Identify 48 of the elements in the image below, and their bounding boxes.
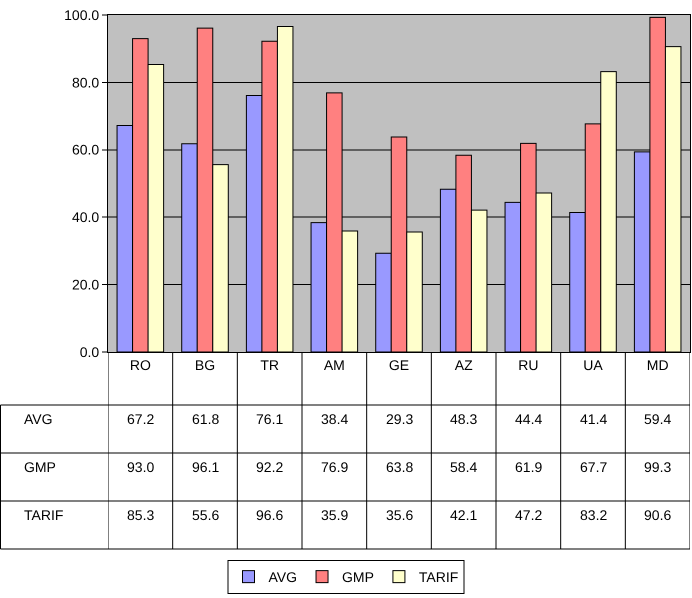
x-tick-label: GE xyxy=(388,356,410,373)
data-label: 99.3 xyxy=(644,459,672,475)
x-tick-label: AM xyxy=(324,356,345,373)
y-tick-label: 80.0 xyxy=(72,74,100,90)
text: TARIF xyxy=(24,507,64,523)
x-tick-label: BG xyxy=(194,356,216,373)
data-label: 63.8 xyxy=(386,459,414,475)
data-label: 48.3 xyxy=(450,411,478,427)
legend-label: AVG xyxy=(268,569,298,586)
x-tick-label: RU xyxy=(518,356,538,373)
data-label: 76.9 xyxy=(321,459,348,475)
data-label: 61.9 xyxy=(515,459,542,475)
data-label: 44.4 xyxy=(515,411,542,427)
data-label: 67.7 xyxy=(580,459,608,475)
data-label: 38.4 xyxy=(321,411,348,427)
data-label: 90.6 xyxy=(644,507,672,523)
data-label: 29.3 xyxy=(386,411,414,427)
y-tick-label: 60.0 xyxy=(72,142,100,158)
x-tick-label: RO xyxy=(130,356,151,373)
data-label: 55.6 xyxy=(192,507,220,523)
text: AVG xyxy=(24,411,53,427)
data-label: 35.6 xyxy=(386,507,414,523)
y-tick-label: 100.0 xyxy=(64,6,100,23)
data-label: 47.2 xyxy=(515,507,542,523)
data-label: 42.1 xyxy=(450,507,478,523)
x-tick-label: AZ xyxy=(454,356,474,373)
data-label: 59.4 xyxy=(644,411,672,427)
x-tick-label: TR xyxy=(260,356,280,373)
y-tick-label: 20.0 xyxy=(72,276,100,292)
data-label: 83.2 xyxy=(580,507,608,523)
x-tick-label: MD xyxy=(646,356,669,373)
data-label: 35.9 xyxy=(321,507,348,523)
data-label: 76.1 xyxy=(256,411,284,427)
data-label: 93.0 xyxy=(127,459,154,475)
data-label: 61.8 xyxy=(192,411,220,427)
data-label: 67.2 xyxy=(127,411,154,427)
data-label: 96.1 xyxy=(192,459,220,475)
legend-label: TARIF xyxy=(418,569,458,586)
y-tick-label: 40.0 xyxy=(72,209,100,226)
legend-label: GMP xyxy=(342,569,374,586)
data-label: 96.6 xyxy=(256,507,284,523)
y-tick-label: 0.0 xyxy=(80,344,100,360)
data-label: 41.4 xyxy=(580,411,608,427)
x-tick-label: UA xyxy=(583,356,604,373)
data-label: 85.3 xyxy=(127,507,154,523)
data-label: 92.2 xyxy=(256,459,284,475)
data-label: 58.4 xyxy=(450,459,478,475)
text: GMP xyxy=(24,459,56,475)
